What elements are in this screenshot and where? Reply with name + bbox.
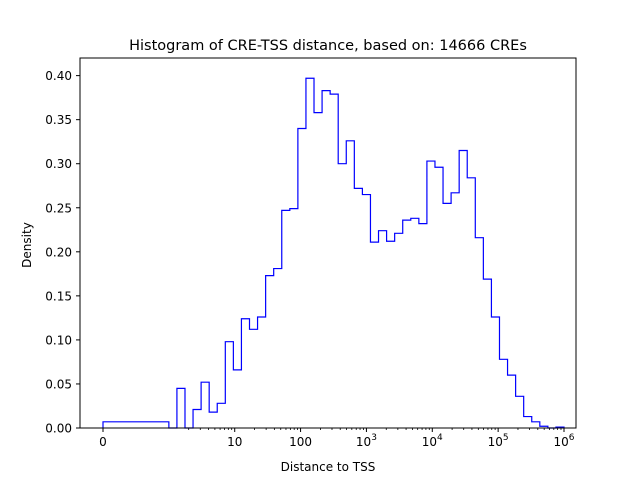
x-tick-label: 0 bbox=[99, 435, 107, 449]
plot-frame bbox=[79, 57, 577, 429]
y-tick-label: 0.40 bbox=[45, 69, 72, 83]
y-tick-label: 0.35 bbox=[45, 113, 72, 127]
x-tick-exponent: 6 bbox=[569, 433, 575, 443]
plot-area: 0.00 0.05 0.10 0.15 0.20 0.25 0.30 0.35 0.40 0 10 1… bbox=[45, 57, 577, 449]
x-axis-label: Distance to TSS bbox=[281, 460, 376, 474]
y-tick-label: 0.00 bbox=[45, 422, 72, 436]
x-tick-exponent: 4 bbox=[437, 433, 443, 443]
y-tick-label: 0.30 bbox=[45, 157, 72, 171]
x-tick-label: 10 bbox=[227, 435, 242, 449]
y-tick-label: 0.25 bbox=[45, 201, 72, 215]
y-axis-label: Density bbox=[20, 222, 34, 268]
x-tick-exponent: 3 bbox=[371, 433, 377, 443]
x-tick-exponent: 5 bbox=[503, 433, 509, 443]
y-tick-label: 0.10 bbox=[45, 333, 72, 347]
y-tick-label: 0.05 bbox=[45, 377, 72, 391]
x-tick-label: 100 bbox=[289, 435, 312, 449]
chart-title: Histogram of CRE-TSS distance, based on:… bbox=[129, 38, 527, 54]
y-tick-label: 0.20 bbox=[45, 245, 72, 259]
histogram-step-outline bbox=[102, 77, 565, 429]
y-tick-label: 0.15 bbox=[45, 289, 72, 303]
